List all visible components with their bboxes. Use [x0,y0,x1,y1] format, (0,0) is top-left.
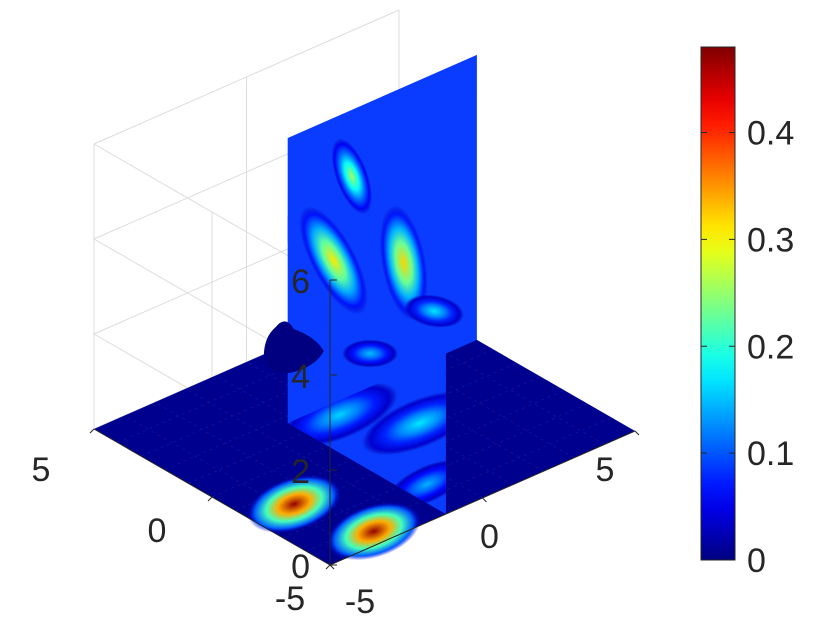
floor-grid-line [185,388,422,526]
x-tick [329,564,335,570]
y-tick-label: -5 [275,580,305,618]
z-tick-label: 0 [291,548,310,586]
z-tick-label: 6 [291,263,310,301]
x-tick [634,430,640,436]
colorbar-tick-label: 0.3 [747,221,794,259]
x-tick [482,497,487,503]
floor-grid-line [154,401,392,539]
colorbar: 0 0.1 0.2 0.3 0.4 [700,46,794,580]
floor-hotspot [247,475,341,533]
z-tick-label: 4 [291,358,310,396]
right-wall-pattern [299,138,464,368]
right-wall-peak [299,206,368,315]
floor-grid-line [124,415,361,552]
right-wall-band [404,294,464,328]
colorbar-tick-label: 0.4 [747,115,794,153]
floor-grid-line [215,375,453,512]
colorbar-tick-label: 0.1 [747,435,794,473]
right-wall-peak [379,205,428,321]
x-tick-label: 0 [480,518,499,556]
right-wall-band [342,339,399,368]
y-tick-label: 0 [148,512,167,550]
y-tick [325,564,331,570]
obstacle-body [263,321,324,374]
right-wall-peak [331,138,373,215]
y-tick [207,496,213,502]
y-tick-label: 5 [32,451,51,489]
left-wall-band [361,390,446,456]
colorbar-tick-label: 0.2 [747,328,794,366]
x-tick-label: -5 [345,583,375,621]
x-tick-label: 5 [596,451,615,489]
right-wall-slice [263,54,477,424]
left-wall-band [287,382,398,448]
y-tick [89,428,95,434]
colorbar-tick-label: 0 [747,542,766,580]
floor-grid-line [246,361,483,499]
z-tick-label: 2 [291,453,310,491]
floor-hotspot [327,502,421,561]
colorbar-scale [700,46,736,561]
